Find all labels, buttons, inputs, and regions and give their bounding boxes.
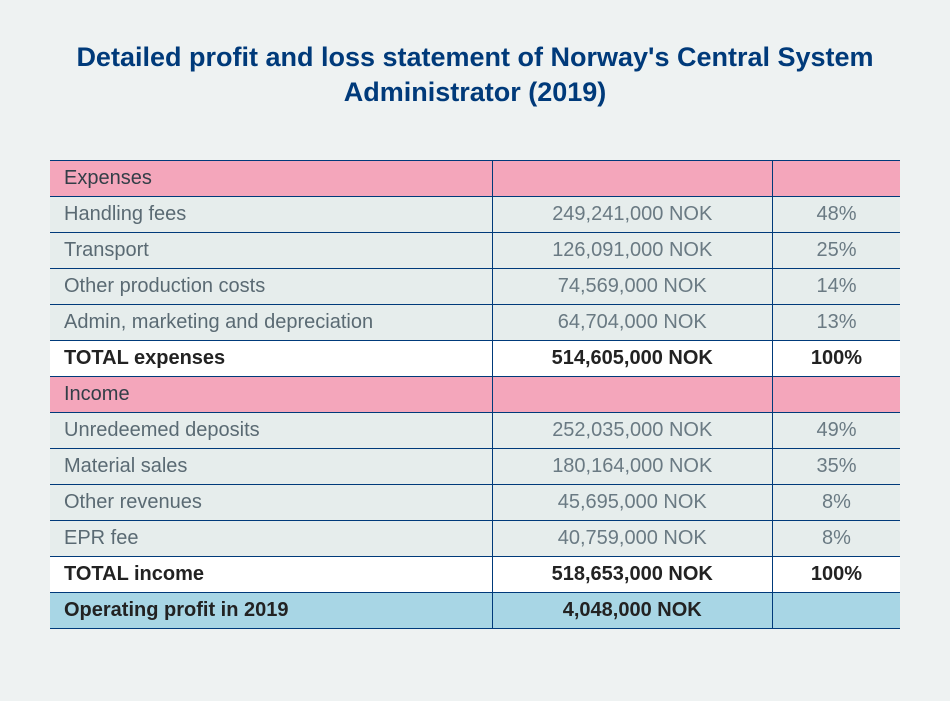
total-amount: 514,605,000 NOK: [492, 341, 773, 377]
profit-amount: 4,048,000 NOK: [492, 593, 773, 629]
row-amount: 249,241,000 NOK: [492, 197, 773, 233]
row-amount: 45,695,000 NOK: [492, 485, 773, 521]
section-header-empty: [773, 377, 901, 413]
row-amount: 40,759,000 NOK: [492, 521, 773, 557]
row-label: Unredeemed deposits: [50, 413, 492, 449]
row-label: Other revenues: [50, 485, 492, 521]
total-label: TOTAL expenses: [50, 341, 492, 377]
row-amount: 64,704,000 NOK: [492, 305, 773, 341]
row-amount: 126,091,000 NOK: [492, 233, 773, 269]
table-row: EPR fee 40,759,000 NOK 8%: [50, 521, 900, 557]
section-header-empty: [773, 161, 901, 197]
page-title: Detailed profit and loss statement of No…: [50, 40, 900, 110]
table-row: Admin, marketing and depreciation 64,704…: [50, 305, 900, 341]
section-header-expenses: Expenses: [50, 161, 900, 197]
table-row: Unredeemed deposits 252,035,000 NOK 49%: [50, 413, 900, 449]
row-pct: 25%: [773, 233, 901, 269]
section-header-empty: [492, 377, 773, 413]
section-header-income: Income: [50, 377, 900, 413]
total-label: TOTAL income: [50, 557, 492, 593]
table-row: Other production costs 74,569,000 NOK 14…: [50, 269, 900, 305]
total-amount: 518,653,000 NOK: [492, 557, 773, 593]
operating-profit-row: Operating profit in 2019 4,048,000 NOK: [50, 593, 900, 629]
section-header-empty: [492, 161, 773, 197]
profit-label: Operating profit in 2019: [50, 593, 492, 629]
row-label: Material sales: [50, 449, 492, 485]
row-pct: 13%: [773, 305, 901, 341]
table-row: Other revenues 45,695,000 NOK 8%: [50, 485, 900, 521]
total-pct: 100%: [773, 341, 901, 377]
row-pct: 8%: [773, 521, 901, 557]
row-pct: 14%: [773, 269, 901, 305]
row-label: Transport: [50, 233, 492, 269]
row-pct: 8%: [773, 485, 901, 521]
row-amount: 180,164,000 NOK: [492, 449, 773, 485]
table-row: Material sales 180,164,000 NOK 35%: [50, 449, 900, 485]
row-label: Admin, marketing and depreciation: [50, 305, 492, 341]
section-header-label: Expenses: [50, 161, 492, 197]
row-amount: 74,569,000 NOK: [492, 269, 773, 305]
table-row: Transport 126,091,000 NOK 25%: [50, 233, 900, 269]
profit-empty: [773, 593, 901, 629]
row-pct: 48%: [773, 197, 901, 233]
row-label: Other production costs: [50, 269, 492, 305]
row-pct: 35%: [773, 449, 901, 485]
profit-loss-table: Expenses Handling fees 249,241,000 NOK 4…: [50, 160, 900, 629]
row-label: Handling fees: [50, 197, 492, 233]
total-expenses-row: TOTAL expenses 514,605,000 NOK 100%: [50, 341, 900, 377]
total-income-row: TOTAL income 518,653,000 NOK 100%: [50, 557, 900, 593]
row-pct: 49%: [773, 413, 901, 449]
table-row: Handling fees 249,241,000 NOK 48%: [50, 197, 900, 233]
section-header-label: Income: [50, 377, 492, 413]
total-pct: 100%: [773, 557, 901, 593]
row-amount: 252,035,000 NOK: [492, 413, 773, 449]
row-label: EPR fee: [50, 521, 492, 557]
